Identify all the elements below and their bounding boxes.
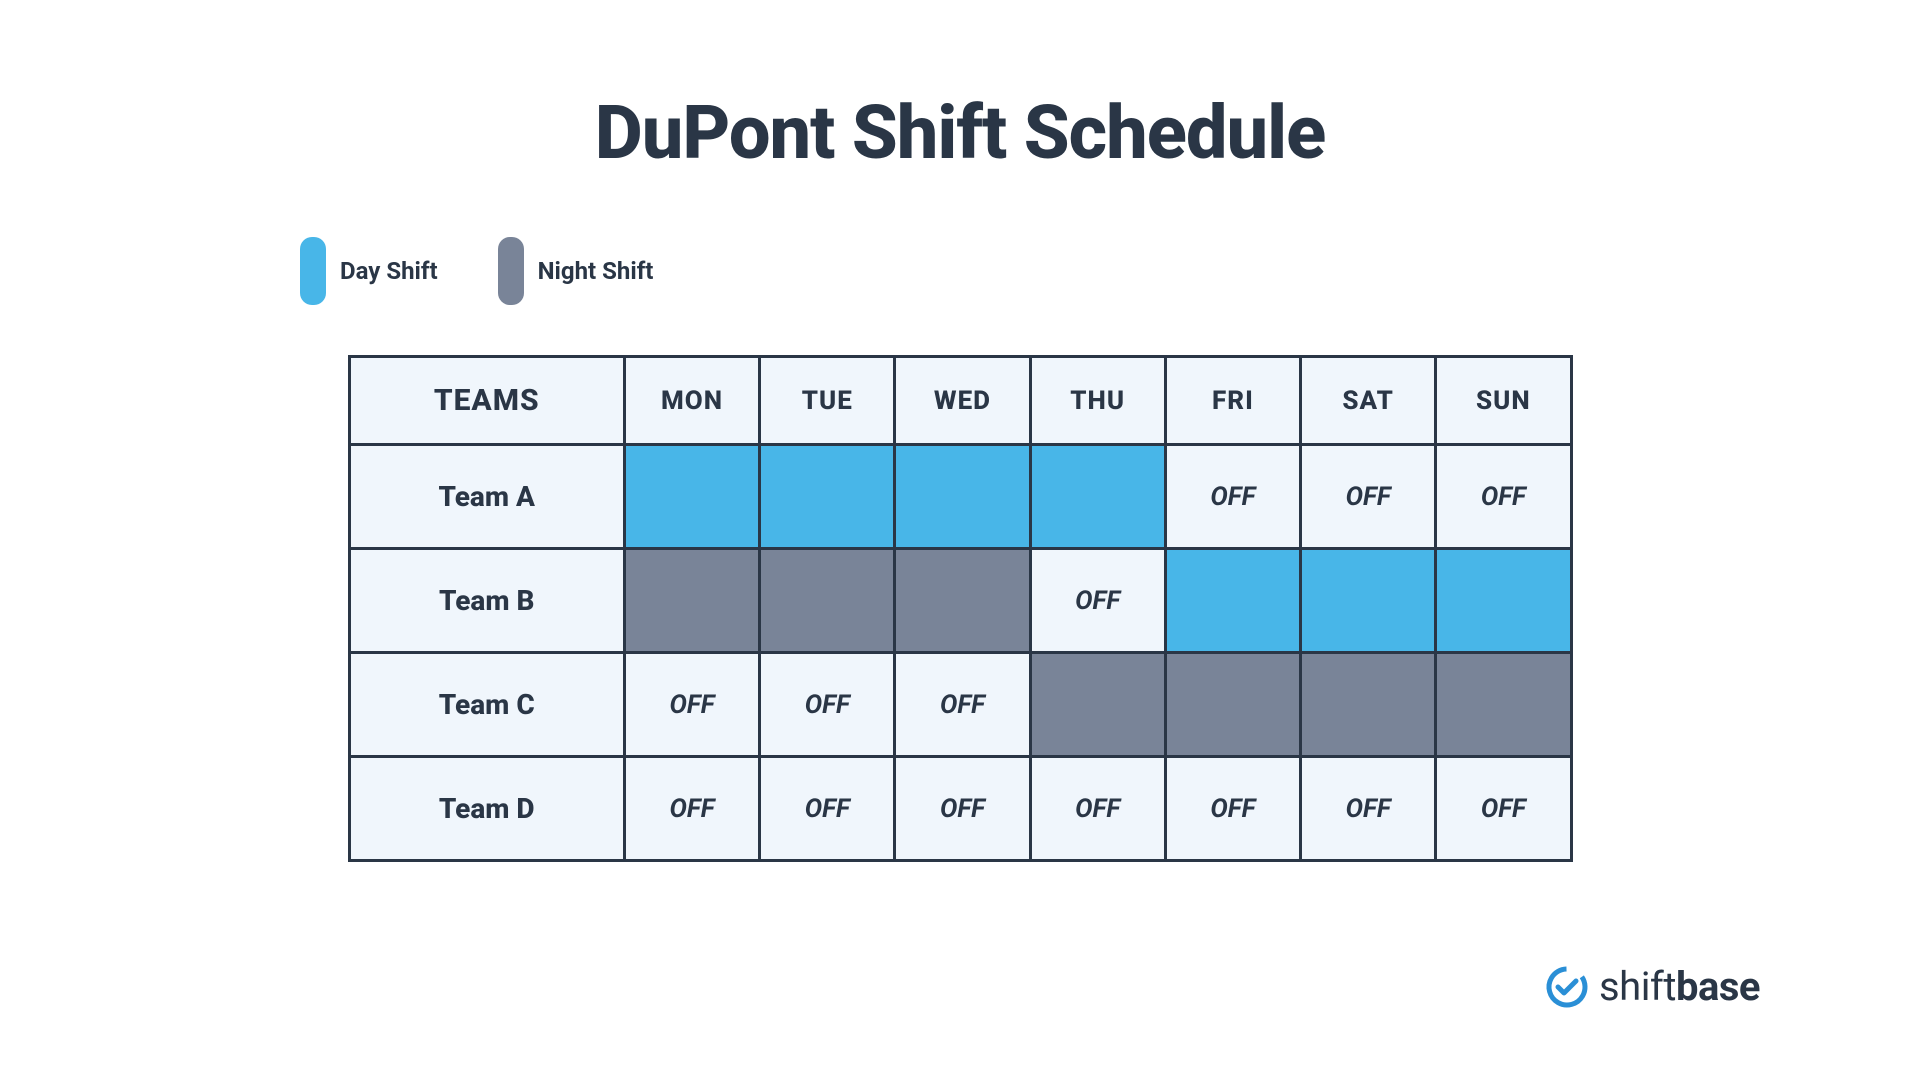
day-header-sat: SAT bbox=[1301, 357, 1436, 445]
table-row: Team DOFFOFFOFFOFFOFFOFFOFF bbox=[349, 757, 1571, 861]
schedule-cell: OFF bbox=[1301, 757, 1436, 861]
schedule-cell bbox=[1301, 549, 1436, 653]
schedule-cell: OFF bbox=[1165, 445, 1300, 549]
schedule-cell bbox=[1301, 653, 1436, 757]
legend-pill-day bbox=[300, 237, 326, 305]
brand-logo: shiftbase bbox=[1545, 963, 1760, 1010]
legend: Day Shift Night Shift bbox=[300, 237, 653, 305]
table-row: Team B OFF bbox=[349, 549, 1571, 653]
brand-name: shiftbase bbox=[1599, 963, 1760, 1010]
legend-item-day: Day Shift bbox=[300, 237, 438, 305]
day-header-sun: SUN bbox=[1436, 357, 1571, 445]
legend-label-night: Night Shift bbox=[538, 257, 654, 285]
team-name-cell: Team A bbox=[349, 445, 624, 549]
schedule-cell bbox=[760, 549, 895, 653]
day-header-wed: WED bbox=[895, 357, 1030, 445]
schedule-cell: OFF bbox=[760, 653, 895, 757]
schedule-cell bbox=[895, 549, 1030, 653]
legend-pill-night bbox=[498, 237, 524, 305]
team-name-cell: Team C bbox=[349, 653, 624, 757]
schedule-cell bbox=[624, 549, 759, 653]
schedule-cell: OFF bbox=[1030, 549, 1165, 653]
schedule-cell: OFF bbox=[1030, 757, 1165, 861]
team-name-cell: Team D bbox=[349, 757, 624, 861]
schedule-cell bbox=[624, 445, 759, 549]
day-header-tue: TUE bbox=[760, 357, 895, 445]
day-header-fri: FRI bbox=[1165, 357, 1300, 445]
schedule-cell bbox=[1165, 549, 1300, 653]
legend-label-day: Day Shift bbox=[340, 257, 438, 285]
table-row: Team AOFFOFFOFF bbox=[349, 445, 1571, 549]
schedule-cell: OFF bbox=[895, 653, 1030, 757]
schedule-cell: OFF bbox=[624, 757, 759, 861]
schedule-table-container: TEAMS MON TUE WED THU FRI SAT SUN Team A… bbox=[348, 355, 1573, 862]
legend-item-night: Night Shift bbox=[498, 237, 654, 305]
schedule-cell: OFF bbox=[624, 653, 759, 757]
schedule-cell bbox=[1030, 653, 1165, 757]
schedule-cell: OFF bbox=[1165, 757, 1300, 861]
schedule-cell bbox=[1436, 549, 1571, 653]
day-header-thu: THU bbox=[1030, 357, 1165, 445]
schedule-cell: OFF bbox=[895, 757, 1030, 861]
schedule-cell: OFF bbox=[1436, 757, 1571, 861]
schedule-cell bbox=[1030, 445, 1165, 549]
schedule-cell: OFF bbox=[1301, 445, 1436, 549]
schedule-cell: OFF bbox=[1436, 445, 1571, 549]
schedule-cell bbox=[1436, 653, 1571, 757]
schedule-table: TEAMS MON TUE WED THU FRI SAT SUN Team A… bbox=[348, 355, 1573, 862]
schedule-cell: OFF bbox=[760, 757, 895, 861]
table-header-row: TEAMS MON TUE WED THU FRI SAT SUN bbox=[349, 357, 1571, 445]
teams-header: TEAMS bbox=[349, 357, 624, 445]
logo-check-icon bbox=[1545, 965, 1589, 1009]
page-title: DuPont Shift Schedule bbox=[595, 90, 1326, 177]
schedule-cell bbox=[1165, 653, 1300, 757]
day-header-mon: MON bbox=[624, 357, 759, 445]
schedule-cell bbox=[760, 445, 895, 549]
table-row: Team COFFOFFOFF bbox=[349, 653, 1571, 757]
team-name-cell: Team B bbox=[349, 549, 624, 653]
schedule-cell bbox=[895, 445, 1030, 549]
